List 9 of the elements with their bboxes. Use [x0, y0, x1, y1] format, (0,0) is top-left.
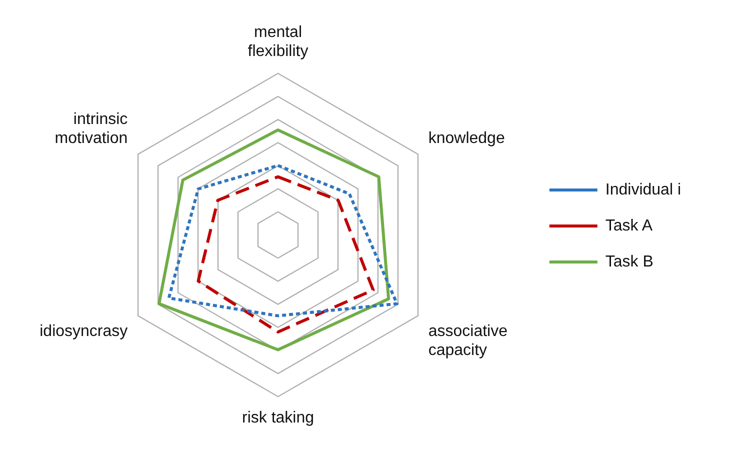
- spoke-label: mental flexibility: [248, 24, 308, 60]
- spoke-label: idiosyncrasy: [40, 322, 128, 340]
- legend-label: Individual i: [605, 181, 682, 198]
- spoke-label: associative capacity: [428, 322, 508, 360]
- spoke-label: risk taking: [242, 410, 314, 427]
- spoke-label: knowledge: [428, 130, 505, 148]
- spoke-label: intrinsic motivation: [54, 110, 128, 148]
- legend-label: Task A: [605, 217, 653, 234]
- legend-label: Task B: [605, 253, 654, 270]
